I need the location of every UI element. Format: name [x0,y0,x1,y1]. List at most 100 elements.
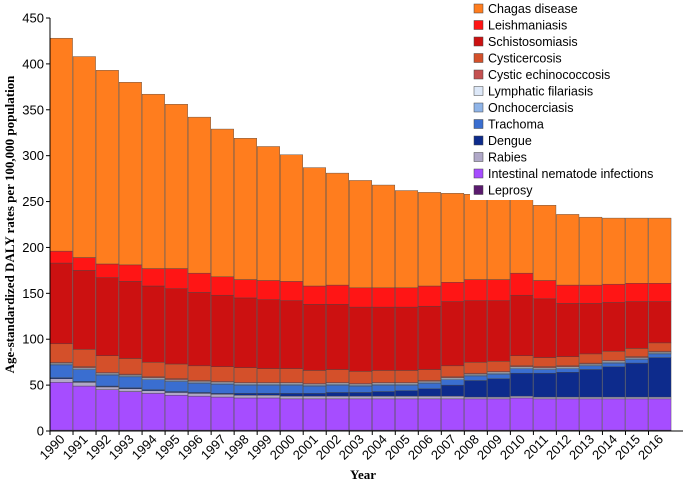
bar-stack-2004 [372,184,396,432]
bar-segment-trachoma [441,379,465,386]
y-tick-label: 450 [22,11,44,26]
legend-swatch [473,86,484,96]
bar-segment-trachoma [164,381,188,392]
x-tick-label: 1994 [129,432,160,463]
bar-segment-trachoma [372,384,396,392]
x-tick-label: 1991 [60,432,91,463]
bar-segment-cysticercosis [256,368,280,383]
bar-segment-intestinal-nematode-infections [487,398,511,431]
bar-segment-intestinal-nematode-infections [533,398,557,431]
bar-segment-cysticercosis [395,370,419,383]
bar-segment-dengue [326,392,349,397]
bar-segment-trachoma [418,383,442,389]
bar-segment-chagas-disease [648,217,672,284]
bar-segment-cysticercosis [72,349,96,367]
bar-segment-leishmaniasis [556,284,580,304]
bar-stack-2013 [579,216,603,432]
bar-segment-trachoma [95,374,119,387]
bar-segment-trachoma [648,353,672,358]
bar-segment-intestinal-nematode-infections [256,397,280,431]
bar-segment-chagas-disease [487,197,511,280]
bar-segment-rabies [303,395,326,400]
legend-label: Chagas disease [488,2,578,16]
bar-segment-intestinal-nematode-infections [279,398,303,431]
bar-segment-dengue [625,362,649,398]
bar-stack-2007 [441,193,465,432]
bar-segment-chagas-disease [95,70,119,265]
bar-stack-2003 [349,180,373,432]
bar-segment-cysticercosis [233,367,257,383]
bar-segment-leishmaniasis [487,279,511,301]
bar-segment-intestinal-nematode-infections [441,398,465,431]
bar-segment-chagas-disease [233,138,257,280]
bar-segment-trachoma [303,385,326,394]
bar-segment-cysticercosis [95,355,119,373]
bar-segment-rabies [625,396,649,400]
bar-segment-chagas-disease [72,56,96,258]
bar-segment-cysticercosis [533,357,557,367]
x-axis-title: Year [350,467,376,482]
bar-segment-schistosomiasis [441,301,465,367]
bar-segment-chagas-disease [602,217,626,285]
bar-segment-intestinal-nematode-infections [464,398,488,431]
bar-segment-chagas-disease [441,193,465,283]
x-tick-label: 2008 [451,432,482,463]
bar-segment-rabies [210,394,234,398]
bar-segment-rabies [487,396,511,400]
bar-segment-leishmaniasis [141,268,165,287]
bar-segment-intestinal-nematode-infections [510,397,534,431]
bar-segment-cysticercosis [556,356,580,367]
x-tick-label: 2012 [543,432,574,463]
bar-segment-chagas-disease [164,104,188,269]
bar-segment-chagas-disease [556,214,580,286]
bar-segment-schistosomiasis [510,294,534,356]
legend-swatch [473,3,484,14]
bar-segment-trachoma [556,368,580,373]
bar-segment-schistosomiasis [326,304,349,370]
bar-segment-chagas-disease [49,37,73,252]
legend-label: Leprosy [488,184,533,198]
bar-segment-trachoma [464,375,488,381]
bar-segment-dengue [487,378,511,398]
bar-segment-trachoma [326,384,349,393]
bar-segment-rabies [349,395,373,400]
bar-stack-1990 [49,37,73,432]
bar-segment-rabies [602,396,626,400]
bar-segment-rabies [326,395,349,400]
bar-segment-cysticercosis [487,361,511,372]
x-tick-label: 2004 [359,432,390,463]
bar-segment-schistosomiasis [556,303,580,357]
bar-segment-rabies [279,395,303,400]
bar-stack-2010 [510,194,534,432]
bar-segment-intestinal-nematode-infections [602,398,626,431]
bar-stacks [49,37,672,432]
bar-segment-cysticercosis [349,371,373,384]
x-tick-label: 2000 [267,432,298,463]
bar-segment-chagas-disease [625,217,649,284]
x-tick-label: 2005 [382,432,413,463]
bar-segment-leishmaniasis [187,272,211,293]
bar-segment-chagas-disease [303,167,326,287]
x-tick-label: 2016 [635,432,666,463]
bar-segment-rabies [372,395,396,400]
x-tick-label: 1992 [83,432,114,463]
bar-segment-cysticercosis [648,342,672,352]
bar-segment-chagas-disease [279,154,303,282]
bar-stack-2012 [556,214,580,432]
legend-swatch [473,152,484,162]
bar-segment-rabies [648,396,672,400]
x-tick-label: 2009 [474,432,505,463]
bar-segment-cysticercosis [464,361,488,374]
bar-segment-chagas-disease [533,205,557,281]
y-tick-label: 300 [22,148,44,163]
bar-segment-schistosomiasis [349,306,373,372]
bar-segment-rabies [556,396,580,400]
bar-segment-leishmaniasis [464,279,488,301]
bar-segment-chagas-disease [372,184,396,289]
y-tick-label: 400 [22,56,44,71]
bar-segment-schistosomiasis [279,300,303,369]
legend-label: Dengue [488,134,532,148]
bar-segment-intestinal-nematode-infections [72,385,96,431]
bar-segment-trachoma [210,383,234,394]
